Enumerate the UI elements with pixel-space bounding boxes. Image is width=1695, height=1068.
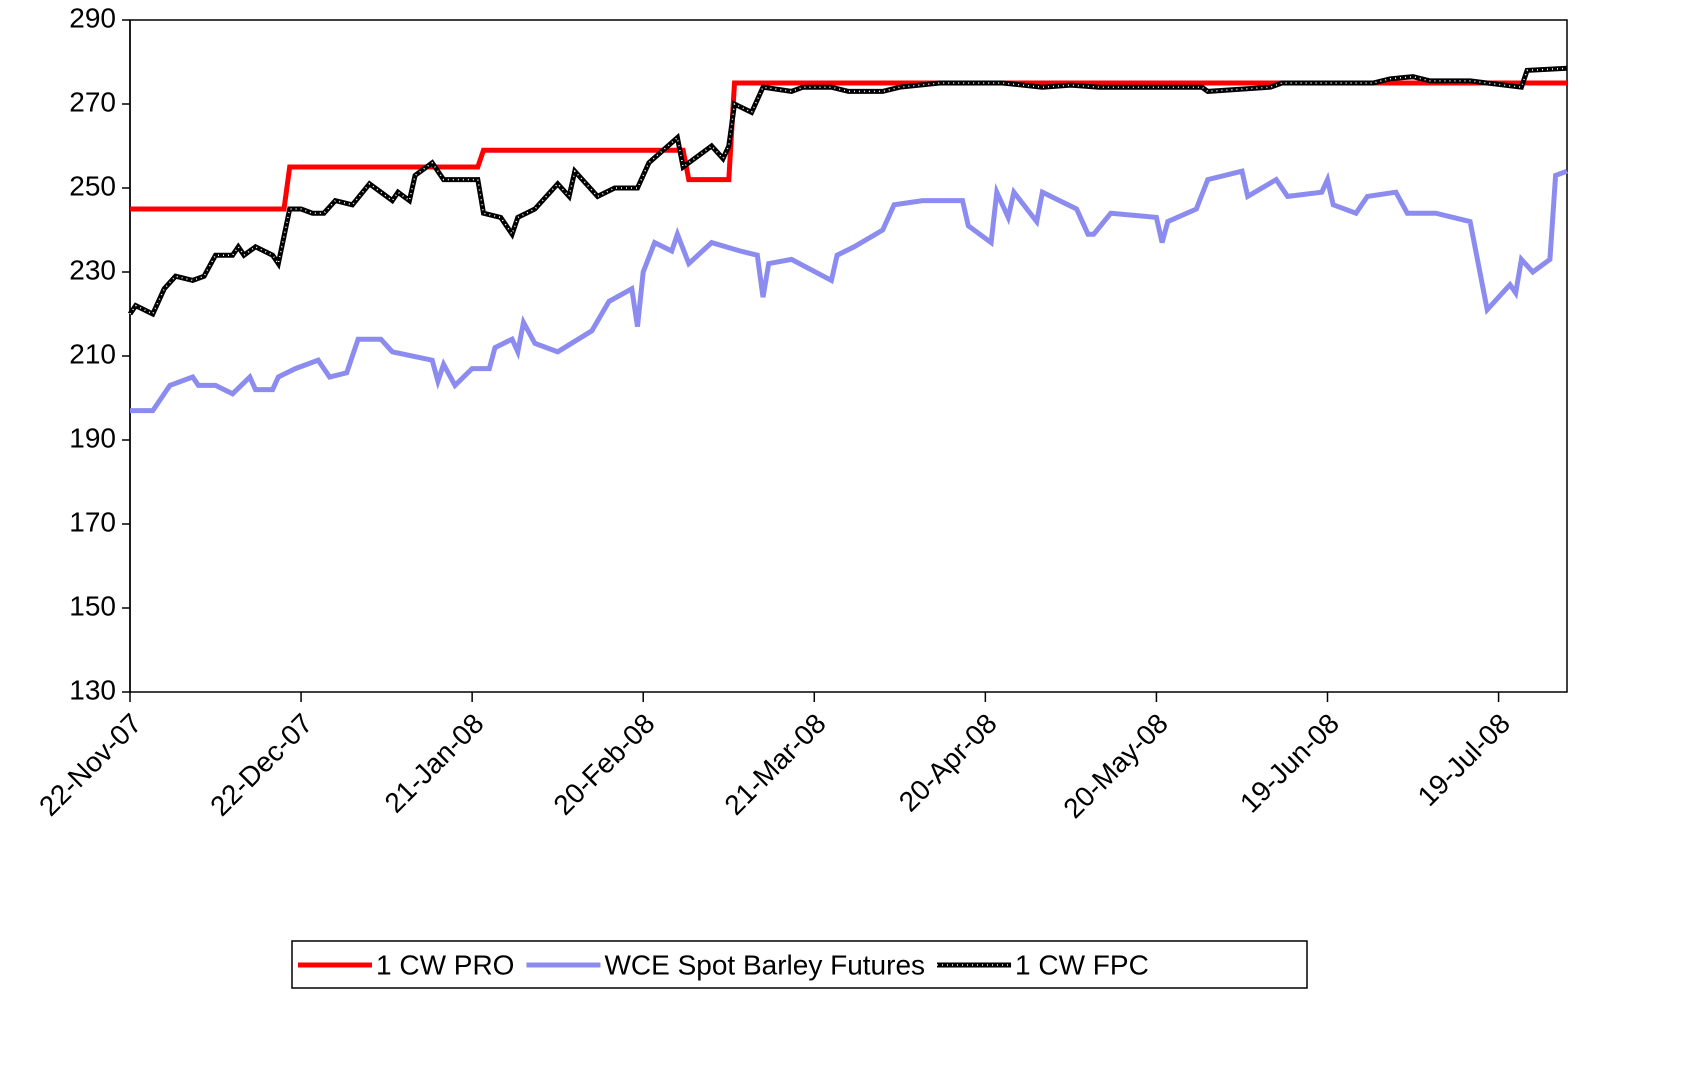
x-tick-label: 20-Apr-08 [893,708,1003,818]
legend-label: 1 CW FPC [1015,949,1149,980]
x-tick-label: 22-Dec-07 [204,708,318,822]
y-tick-label: 270 [69,86,116,117]
y-tick-label: 130 [69,674,116,705]
x-tick-label: 19-Jul-08 [1412,708,1516,812]
y-tick-label: 210 [69,338,116,369]
plot-area [129,19,1568,693]
legend-label: WCE Spot Barley Futures [604,949,925,980]
y-tick-label: 290 [69,2,116,33]
y-tick-label: 190 [69,422,116,453]
y-tick-label: 150 [69,590,116,621]
x-tick-label: 19-Jun-08 [1234,708,1345,819]
series-line [130,168,1568,414]
y-tick-label: 250 [69,170,116,201]
legend-box [291,940,1308,989]
x-tick-label: 20-May-08 [1057,708,1174,825]
series-line-highlight [129,67,1568,316]
x-tick-label: 21-Jan-08 [379,708,490,819]
legend-label: 1 CW PRO [376,949,514,980]
y-tick-label: 230 [69,254,116,285]
x-tick-label: 22-Nov-07 [33,708,147,822]
x-tick-label: 20-Feb-08 [547,708,660,821]
x-tick-label: 21-Mar-08 [718,708,831,821]
y-tick-label: 170 [69,506,116,537]
